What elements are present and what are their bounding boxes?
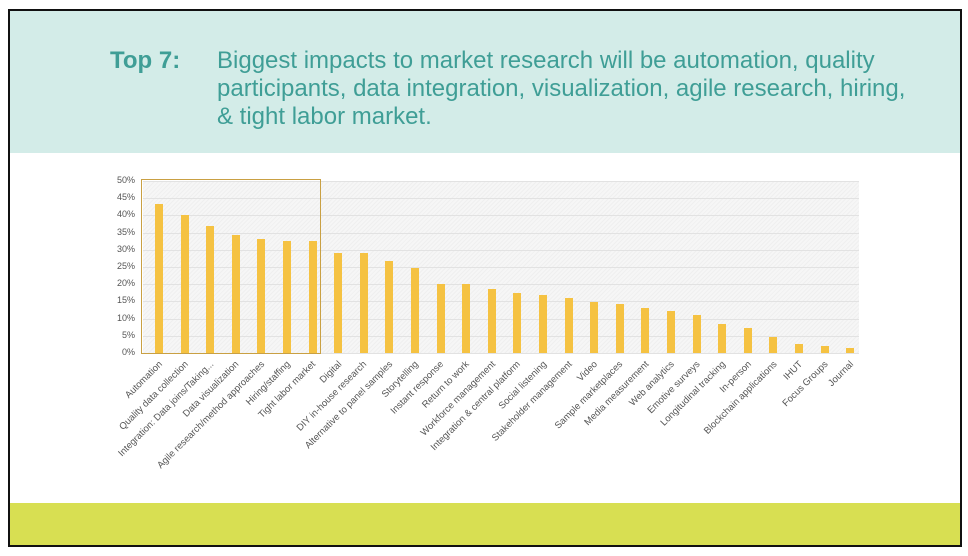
gridline [143, 198, 859, 200]
gridline [143, 249, 859, 251]
y-tick-label: 5% [121, 329, 135, 340]
bar [513, 293, 522, 353]
bar [590, 302, 599, 353]
bar [487, 289, 496, 353]
y-tick-label: 0% [121, 347, 135, 357]
y-tick-label: 15% [116, 295, 135, 306]
bar [436, 283, 445, 353]
footer-band [10, 503, 960, 545]
bar [359, 252, 368, 353]
gridline [143, 232, 859, 234]
gridline [143, 335, 859, 337]
bar [718, 324, 727, 353]
bar [206, 226, 215, 353]
y-tick-label: 50% [116, 175, 135, 185]
gridline [143, 284, 859, 286]
bar [257, 239, 266, 353]
bar [539, 294, 547, 353]
bar [667, 311, 675, 353]
bar [795, 344, 803, 353]
gridline [143, 301, 859, 303]
bar [641, 307, 650, 353]
gridline [143, 267, 859, 268]
gridline [143, 318, 859, 320]
bar [308, 240, 317, 353]
gridline [143, 353, 859, 354]
title-prefix: Top 7: [110, 47, 181, 74]
bar [283, 240, 291, 353]
bar [769, 336, 778, 353]
plot-area [143, 181, 859, 354]
bar [231, 235, 240, 353]
y-tick-label: 40% [116, 209, 135, 220]
y-tick-label: 45% [116, 192, 135, 203]
bar [846, 347, 855, 353]
bar [615, 304, 624, 353]
bar [385, 261, 394, 353]
gridline [143, 181, 859, 182]
bar [564, 297, 573, 353]
y-tick-label: 30% [116, 243, 135, 254]
bar [334, 252, 343, 353]
bar [180, 215, 189, 353]
x-tick-label: Journal [826, 359, 856, 389]
y-tick-label: 35% [116, 226, 135, 237]
bar [692, 315, 701, 353]
bar [155, 204, 163, 353]
slide-title: Biggest impacts to market research will … [217, 47, 906, 130]
bar [820, 346, 829, 353]
slide: Top 7: Biggest impacts to market researc… [8, 9, 962, 547]
bar [743, 327, 752, 353]
slide-header: Top 7: Biggest impacts to market researc… [10, 11, 960, 153]
y-tick-label: 25% [116, 261, 135, 271]
y-tick-label: 10% [116, 312, 135, 323]
bar [411, 268, 419, 353]
y-tick-label: 20% [116, 278, 135, 289]
gridline [143, 215, 859, 217]
bar [462, 283, 471, 353]
bar-chart: 0% 5% 10% 15% 20% 25% 30% 35% 40% 45% 50% Automatio… [10, 11, 960, 545]
